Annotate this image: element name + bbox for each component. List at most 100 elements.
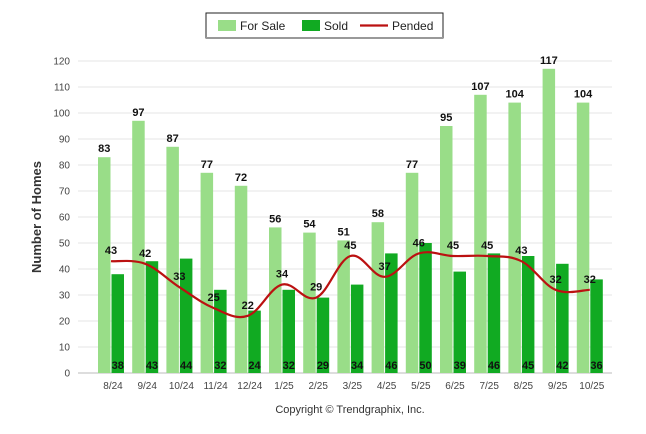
x-tick-label: 9/24 <box>137 381 157 392</box>
pended-value-label: 43 <box>105 245 117 257</box>
pended-value-label: 34 <box>276 269 289 281</box>
pended-value-label: 45 <box>481 240 493 252</box>
for-sale-bar <box>371 222 385 373</box>
sold-bar <box>111 274 124 373</box>
pended-value-label: 32 <box>584 274 596 286</box>
for-sale-bar <box>98 157 111 373</box>
for-sale-value-label: 104 <box>505 89 524 101</box>
for-sale-bar <box>234 185 248 373</box>
for-sale-bar <box>542 68 556 374</box>
sold-value-label: 46 <box>385 360 397 372</box>
sold-value-label: 36 <box>590 360 602 372</box>
pended-value-label: 45 <box>447 240 459 252</box>
x-tick-label: 8/25 <box>514 381 534 392</box>
legend: For Sale Sold Pended <box>205 12 444 39</box>
legend-item-for-sale: For Sale <box>218 19 286 33</box>
sold-bar <box>145 261 159 373</box>
y-tick-label: 70 <box>59 187 71 198</box>
y-tick-label: 120 <box>53 57 70 68</box>
for-sale-value-label: 58 <box>372 208 384 220</box>
copyright-credit: Copyright © Trendgraphix, Inc. <box>275 404 424 416</box>
for-sale-value-label: 97 <box>132 107 144 119</box>
for-sale-value-label: 117 <box>540 55 558 67</box>
legend-swatch <box>218 20 236 31</box>
y-tick-label: 50 <box>59 239 71 250</box>
for-sale-bar <box>508 102 521 373</box>
pended-value-label: 46 <box>413 237 425 249</box>
legend-swatch <box>302 20 320 31</box>
for-sale-value-label: 77 <box>406 159 418 171</box>
sold-value-label: 45 <box>522 360 534 372</box>
x-tick-label: 2/25 <box>308 381 328 392</box>
for-sale-value-label: 56 <box>269 213 281 225</box>
sold-value-label: 42 <box>556 360 568 372</box>
y-tick-label: 100 <box>53 109 70 120</box>
legend-item-sold: Sold <box>302 19 348 33</box>
for-sale-bar <box>200 172 214 373</box>
pended-value-label: 25 <box>207 292 219 304</box>
sold-value-label: 38 <box>112 360 124 372</box>
legend-item-pended: Pended <box>360 19 433 33</box>
sold-bar <box>385 253 398 373</box>
sold-value-label: 32 <box>283 360 295 372</box>
y-axis-title: Number of Homes <box>29 161 44 273</box>
for-sale-value-label: 72 <box>235 172 247 184</box>
sold-value-label: 43 <box>146 360 158 372</box>
for-sale-value-label: 77 <box>201 159 213 171</box>
x-tick-label: 5/25 <box>411 381 431 392</box>
x-tick-label: 4/25 <box>377 381 397 392</box>
x-tick-label: 9/25 <box>548 381 568 392</box>
sold-bar <box>350 284 364 373</box>
x-tick-label: 7/25 <box>479 381 499 392</box>
sold-value-label: 32 <box>214 360 226 372</box>
sold-value-label: 29 <box>317 360 329 372</box>
data-labels: 83 38 97 43 87 44 77 32 72 24 56 32 54 29 51 34 58 46 77 50… <box>98 55 603 372</box>
for-sale-value-label: 95 <box>440 112 452 124</box>
for-sale-bar <box>440 126 453 373</box>
sold-value-label: 44 <box>180 360 193 372</box>
for-sale-bar <box>269 227 282 373</box>
legend-box <box>205 12 444 39</box>
sold-bar <box>179 258 193 373</box>
y-tick-label: 0 <box>64 369 70 380</box>
sold-bar <box>521 256 535 373</box>
sold-bar <box>282 289 295 373</box>
legend-shadow <box>206 37 443 39</box>
legend-label: For Sale <box>240 19 286 33</box>
for-sale-value-label: 107 <box>471 81 489 93</box>
x-tick-label: 12/24 <box>237 381 262 392</box>
for-sale-bar <box>405 172 419 373</box>
pended-value-label: 37 <box>378 261 390 273</box>
y-tick-label: 110 <box>54 83 70 94</box>
y-tick-label: 80 <box>59 161 71 172</box>
y-tick-label: 60 <box>59 213 71 224</box>
sold-bar <box>487 253 501 373</box>
x-tick-label: 10/25 <box>579 381 604 392</box>
for-sale-value-label: 83 <box>98 143 110 155</box>
for-sale-bar <box>303 232 316 373</box>
for-sale-value-label: 104 <box>574 89 593 101</box>
pended-value-label: 45 <box>344 240 356 252</box>
pended-value-label: 43 <box>515 245 527 257</box>
for-sale-bar <box>474 94 487 374</box>
sold-bar <box>248 310 261 373</box>
pended-value-label: 42 <box>139 248 151 260</box>
sold-bar <box>419 243 432 373</box>
pended-line <box>110 251 590 319</box>
sold-value-label: 34 <box>351 360 364 372</box>
y-tick-label: 90 <box>59 135 71 146</box>
y-tick-label: 10 <box>59 343 71 354</box>
for-sale-bar <box>337 240 350 373</box>
legend-label: Sold <box>324 19 348 33</box>
for-sale-value-label: 87 <box>167 133 179 145</box>
sold-value-label: 46 <box>488 360 500 372</box>
y-tick-label: 40 <box>59 265 71 276</box>
y-tick-label: 20 <box>59 317 71 328</box>
x-tick-label: 10/24 <box>169 381 194 392</box>
bars <box>98 68 603 374</box>
pended-value-label: 22 <box>242 300 254 312</box>
sold-value-label: 39 <box>454 360 466 372</box>
pended-value-label: 33 <box>173 271 185 283</box>
